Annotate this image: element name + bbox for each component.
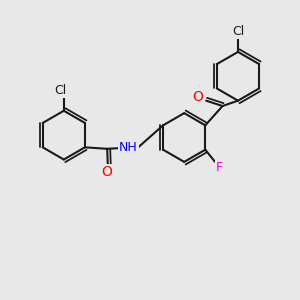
Text: Cl: Cl xyxy=(55,84,67,97)
Text: Cl: Cl xyxy=(232,25,244,38)
Text: O: O xyxy=(101,165,112,179)
Text: NH: NH xyxy=(119,140,138,154)
Text: F: F xyxy=(215,161,223,174)
Text: O: O xyxy=(192,90,203,104)
